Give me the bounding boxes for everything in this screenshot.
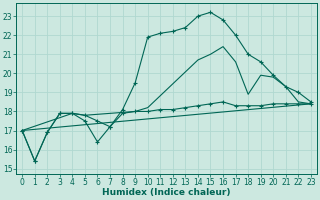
X-axis label: Humidex (Indice chaleur): Humidex (Indice chaleur) — [102, 188, 231, 197]
